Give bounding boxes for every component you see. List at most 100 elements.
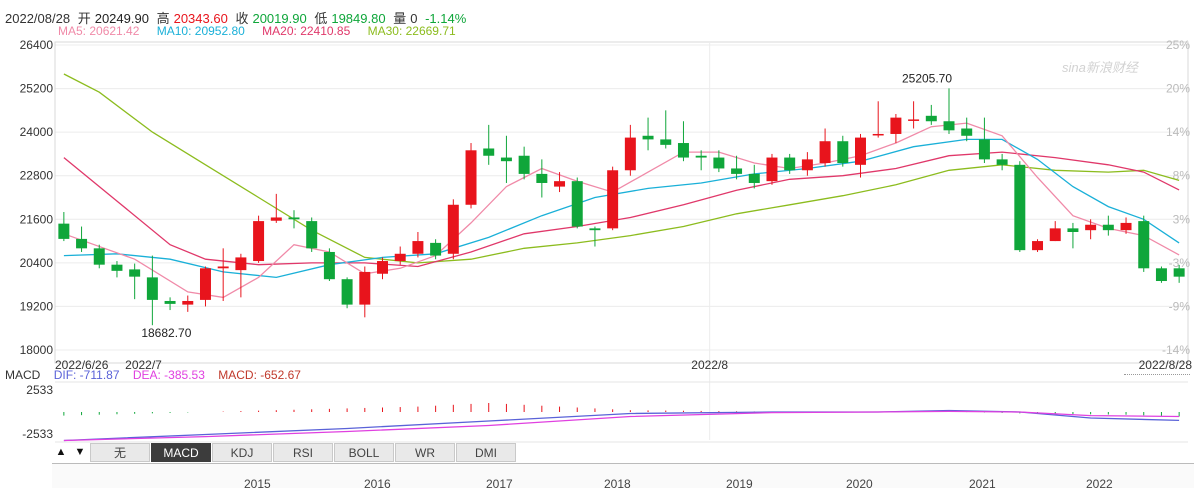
candle-body	[1067, 228, 1079, 232]
tab-boll[interactable]: BOLL	[334, 443, 394, 462]
candle-body	[554, 181, 566, 187]
tab-dmi[interactable]: DMI	[456, 443, 516, 462]
candle-body	[677, 143, 689, 158]
candle-body	[961, 128, 973, 136]
tab-wr[interactable]: WR	[395, 443, 455, 462]
ma-legend: MA5: 20621.42 MA10: 20952.80 MA20: 22410…	[58, 24, 470, 38]
y-tick-label: 26400	[20, 38, 54, 52]
candle-body	[978, 139, 990, 160]
candle-body	[253, 221, 265, 262]
candle-body	[607, 170, 619, 229]
candle-body	[660, 139, 672, 145]
close-label: 收	[235, 11, 249, 26]
candle-body	[890, 117, 902, 134]
ohlc-header: 2022/08/28 开 20249.90 高 20343.60 收 20019.90…	[5, 8, 470, 27]
candle-body	[1014, 164, 1026, 251]
x-tick-label: 2022/8	[691, 358, 728, 372]
candle-body	[695, 155, 707, 158]
y-tick-label: 22800	[20, 169, 54, 183]
right-tick-label: -3%	[1169, 256, 1191, 270]
candle-body	[1032, 241, 1044, 251]
candle-body	[713, 157, 725, 169]
indicator-tabs: ▲ ▼ 无 MACD KDJ RSI BOLL WR DMI	[52, 443, 517, 463]
macd-dea-line	[63, 410, 1180, 442]
tab-none[interactable]: 无	[90, 443, 150, 462]
candle-body	[217, 266, 229, 269]
candle-body	[1138, 221, 1150, 269]
candle-body	[589, 228, 601, 231]
tab-rsi[interactable]: RSI	[273, 443, 333, 462]
candle-body	[76, 238, 88, 249]
tab-macd[interactable]: MACD	[151, 443, 211, 462]
ma10-line	[63, 138, 1180, 279]
candle-body	[642, 135, 654, 140]
navigator-year-label: 2019	[726, 477, 753, 491]
high-value: 20343.60	[173, 11, 228, 26]
vol-label: 量	[393, 11, 407, 26]
ma5-line	[63, 122, 1180, 299]
candle-body	[784, 157, 796, 171]
down-arrow-icon[interactable]: ▼	[71, 443, 89, 462]
navigator-year-label: 2016	[364, 477, 391, 491]
candle-body	[394, 253, 406, 262]
navigator-year-label: 2018	[604, 477, 631, 491]
x-tick-label: 2022/8/28	[1139, 358, 1193, 372]
dea-legend: DEA: -385.53	[132, 368, 205, 382]
candle-body	[624, 137, 636, 171]
right-tick-label: 20%	[1166, 82, 1190, 96]
vol-value: 0	[410, 11, 418, 26]
candle-body	[412, 241, 424, 254]
candle-body	[943, 121, 955, 131]
candle-body	[111, 264, 123, 271]
low-annotation: 18682.70	[141, 326, 191, 340]
candle-body	[146, 277, 158, 300]
y-tick-label: 19200	[20, 299, 54, 313]
y-tick-label: 20400	[20, 256, 54, 270]
low-label: 低	[314, 11, 328, 26]
right-tick-label: 8%	[1173, 169, 1191, 183]
candle-body	[93, 248, 105, 265]
candle-body	[925, 115, 937, 122]
candle-body	[341, 279, 353, 305]
candle-body	[182, 300, 194, 305]
navigator-year-label: 2022	[1086, 477, 1113, 491]
y-tick-label: 21600	[20, 212, 54, 226]
candle-body	[323, 251, 335, 280]
candle-body	[518, 155, 530, 174]
macd-tick-label: -2533	[22, 427, 53, 441]
y-tick-label: 18000	[20, 343, 54, 357]
candle-body	[571, 181, 583, 227]
right-tick-label: 25%	[1166, 38, 1190, 52]
candle-body	[1049, 228, 1061, 242]
candle-body	[748, 173, 760, 183]
zoom-handle[interactable]	[1124, 374, 1190, 377]
candle-body	[801, 159, 813, 171]
tab-kdj[interactable]: KDJ	[212, 443, 272, 462]
ma20-legend: MA20: 22410.85	[262, 24, 351, 38]
candle-body	[908, 119, 920, 121]
low-value: 19849.80	[331, 11, 386, 26]
right-tick-label: 14%	[1166, 125, 1190, 139]
ma30-line	[63, 73, 1180, 264]
candle-body	[235, 257, 247, 271]
up-arrow-icon[interactable]: ▲	[52, 443, 70, 462]
high-label: 高	[156, 11, 170, 26]
candle-body	[837, 141, 849, 164]
right-tick-label: 3%	[1173, 212, 1191, 226]
ma5-legend: MA5: 20621.42	[58, 24, 140, 38]
candle-body	[465, 150, 477, 205]
range-navigator[interactable]	[52, 463, 1194, 488]
candle-body	[766, 157, 778, 182]
right-tick-label: -14%	[1162, 343, 1190, 357]
plot-frame	[54, 41, 1189, 364]
right-tick-label: -9%	[1169, 299, 1191, 313]
candle-body	[199, 268, 211, 300]
high-annotation: 25205.70	[902, 71, 952, 85]
candle-body	[731, 168, 743, 174]
candle-body	[377, 261, 388, 274]
change-value: -1.14%	[425, 11, 467, 26]
candle-body	[1085, 224, 1097, 231]
navigator-year-label: 2021	[969, 477, 996, 491]
y-tick-label: 24000	[20, 125, 54, 139]
